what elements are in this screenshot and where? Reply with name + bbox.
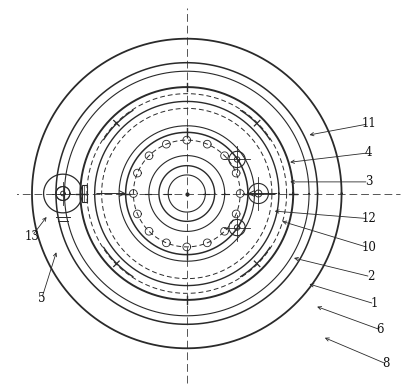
Text: 11: 11: [361, 117, 376, 130]
Bar: [82, 185, 87, 202]
Text: 5: 5: [38, 292, 45, 305]
Text: 4: 4: [365, 146, 373, 159]
Text: 1: 1: [371, 297, 378, 310]
Text: 6: 6: [376, 323, 384, 336]
Text: 8: 8: [382, 357, 390, 370]
Text: 12: 12: [361, 212, 376, 225]
Text: 3: 3: [365, 175, 373, 188]
Text: 10: 10: [361, 241, 376, 254]
Text: 2: 2: [367, 270, 374, 283]
Text: 13: 13: [24, 229, 39, 243]
